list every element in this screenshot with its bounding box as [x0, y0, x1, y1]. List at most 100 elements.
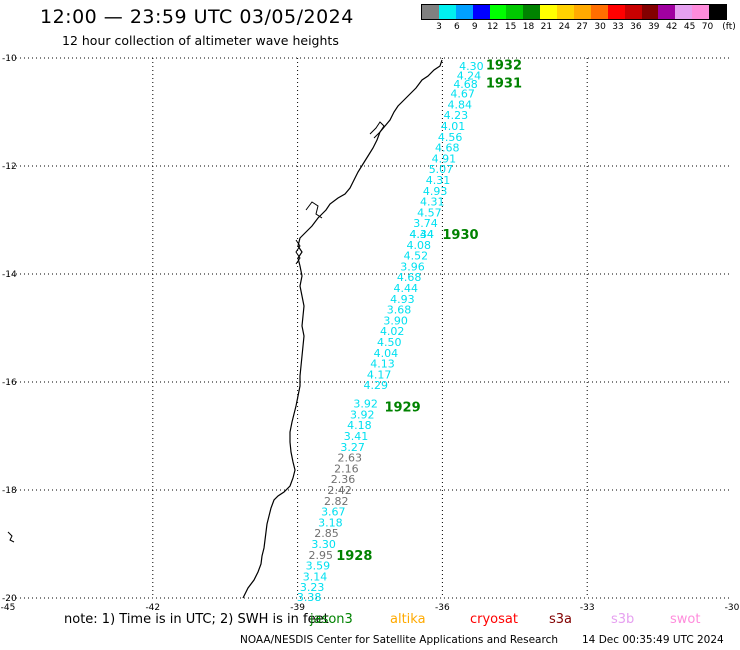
- legend-unit: (ft): [722, 22, 736, 32]
- wave-height-value: 3.18: [318, 516, 343, 529]
- coastline-fragment: [7, 531, 15, 543]
- coastline-bay: [295, 239, 301, 265]
- wave-height-value: 2.63: [337, 452, 362, 465]
- wave-height-value: 5.07: [429, 163, 454, 176]
- wave-height-value: 4.08: [406, 239, 431, 252]
- wave-height-value: 3.90: [383, 314, 408, 327]
- legend-swatch: [455, 5, 473, 19]
- legend-label: 27: [576, 22, 588, 32]
- coastline-bay: [369, 121, 385, 139]
- wave-height-value: 2.36: [331, 473, 356, 486]
- wave-height-value: 4.23: [444, 109, 469, 122]
- wave-height-value: 3.92: [353, 398, 378, 411]
- lon-tick-label: -33: [580, 603, 595, 613]
- pass-number: 1931: [486, 76, 522, 91]
- legend-swatch: [607, 5, 625, 19]
- wave-height-value: 4.50: [377, 336, 402, 349]
- legend-swatch: [641, 5, 659, 19]
- legend-swatch: [557, 5, 575, 19]
- wave-height-value: 4.02: [380, 325, 405, 338]
- wave-height-value: 4.01: [441, 120, 466, 133]
- satellite-cryosat: cryosat: [470, 612, 518, 627]
- wave-height-value: 2.42: [327, 484, 352, 497]
- satellite-swot: swot: [670, 612, 701, 627]
- wave-height-value: 4.56: [438, 131, 463, 144]
- credit-line: NOAA/NESDIS Center for Satellite Applica…: [240, 634, 558, 646]
- legend-label: 39: [648, 22, 660, 32]
- lon-tick-label: -30: [725, 603, 740, 613]
- generation-timestamp: 14 Dec 00:35:49 UTC 2024: [582, 634, 724, 646]
- wave-height-value: 3.14: [303, 570, 328, 583]
- legend-swatch: [523, 5, 541, 19]
- lat-tick-label: -14: [2, 270, 17, 280]
- wave-height-value: 4.84: [448, 98, 473, 111]
- legend-label: 70: [701, 22, 714, 32]
- wave-height-value: 2.16: [334, 462, 359, 475]
- wave-height-value: 2.82: [324, 495, 349, 508]
- satellite-altika: altika: [390, 612, 426, 627]
- pass-number: 1928: [336, 549, 372, 564]
- legend-color-bar: [421, 4, 728, 20]
- legend-swatch: [540, 5, 558, 19]
- legend-swatch: [590, 5, 608, 19]
- wave-height-value: 4.18: [347, 419, 372, 432]
- wave-height-value: 4.24: [457, 69, 482, 82]
- legend-label: 6: [454, 22, 460, 32]
- wave-height-value: 4.17: [367, 368, 392, 381]
- legend-label: 18: [522, 22, 535, 32]
- wave-height-value: 4.29: [364, 379, 389, 392]
- legend-swatch: [658, 5, 676, 19]
- legend-label: 21: [540, 22, 553, 32]
- wave-height-value: 3.23: [300, 581, 325, 594]
- wave-height-value: 4.68: [453, 78, 478, 91]
- legend-swatch: [438, 5, 456, 19]
- legend-swatch: [709, 5, 727, 19]
- lon-tick-label: -39: [290, 603, 305, 613]
- wave-height-value: 4.30: [459, 60, 484, 73]
- legend-label: 36: [630, 22, 642, 32]
- coastline-bay: [305, 201, 323, 219]
- legend-label: 24: [558, 22, 571, 32]
- wave-height-value: 3.92: [350, 408, 375, 421]
- wave-height-value: 4.67: [450, 88, 475, 101]
- legend-swatch: [422, 5, 439, 19]
- legend-labels: (ft) 3 6 9 12 15 18 21 24 27 30 33 36 39 42 45 70: [421, 20, 736, 32]
- map-title: 12:00 — 23:59 UTC 03/05/2024: [40, 6, 354, 28]
- wave-height-value: 3.67: [321, 506, 346, 519]
- lat-tick-label: -12: [2, 162, 17, 172]
- legend-label: 9: [471, 22, 478, 32]
- pass-number: 1930: [442, 228, 478, 243]
- satellite-jason3: jason3: [310, 612, 353, 627]
- wave-height-value: 3.38: [297, 591, 322, 604]
- wave-height-value: 2.95: [309, 549, 334, 562]
- lon-tick-label: -45: [1, 603, 16, 613]
- lat-tick-label: -20: [2, 594, 17, 604]
- wave-height-value: 4.44: [393, 282, 418, 295]
- legend-swatch: [675, 5, 693, 19]
- lat-tick-label: -10: [2, 54, 17, 64]
- pass-number: 1929: [384, 400, 420, 415]
- legend-swatch: [506, 5, 524, 19]
- legend-swatch: [472, 5, 490, 19]
- legend-swatch: [692, 5, 710, 19]
- wave-height-value: 4.57: [417, 206, 442, 219]
- wave-height-value: 4.68: [397, 271, 422, 284]
- wave-height-value: 3.41: [344, 430, 369, 443]
- legend-swatch: [624, 5, 642, 19]
- wave-height-value: 4.93: [390, 293, 415, 306]
- legend-label: 42: [665, 22, 678, 32]
- wave-height-value: 4.13: [370, 358, 395, 371]
- wave-height-value: 4.31: [420, 196, 445, 209]
- lon-tick-label: -42: [145, 603, 160, 613]
- wave-height-value: 4.91: [432, 152, 457, 165]
- wave-height-value: 3.27: [340, 441, 365, 454]
- legend-label: 33: [612, 22, 624, 32]
- wave-height-value: 4.93: [423, 185, 448, 198]
- legend-label: 3: [436, 22, 442, 32]
- wave-height-value: 3.68: [387, 304, 412, 317]
- wave-height-value: 3.74: [413, 217, 438, 230]
- satellite-s3a: s3a: [549, 612, 573, 627]
- legend-label: 45: [683, 22, 696, 32]
- lat-tick-label: -18: [2, 486, 17, 496]
